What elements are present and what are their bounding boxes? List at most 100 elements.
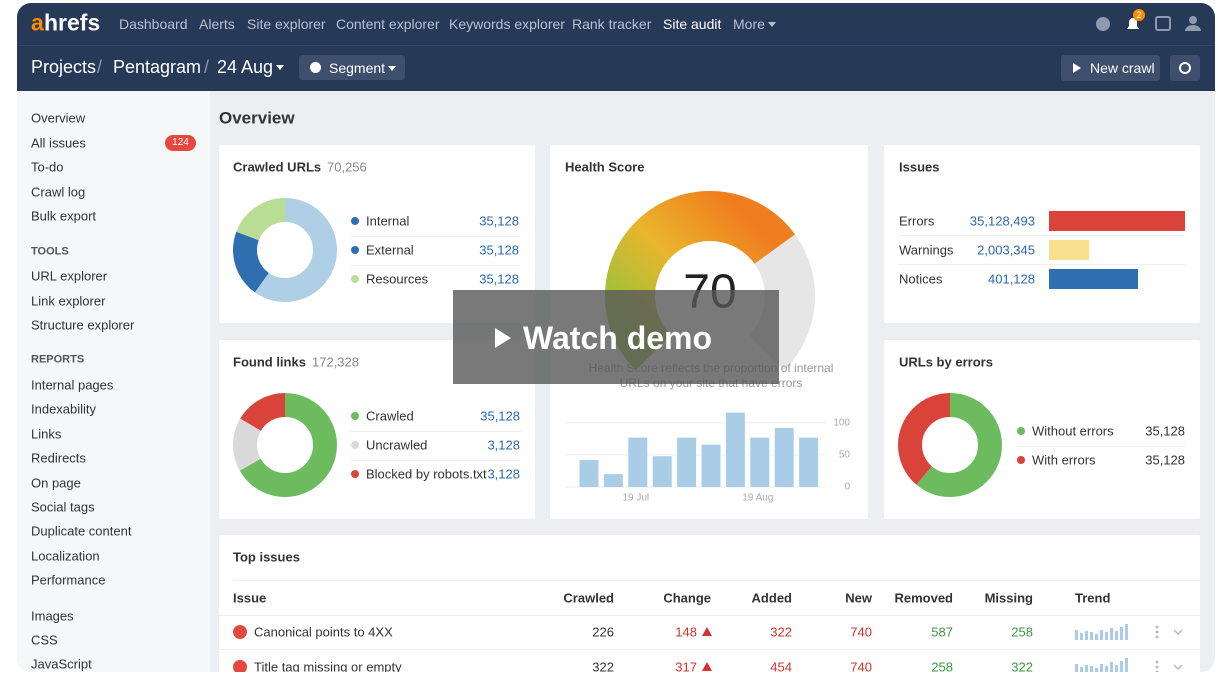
legend-value: 35,128: [479, 271, 519, 287]
sidebar-item[interactable]: Bulk export: [31, 208, 97, 224]
new-crawl-label[interactable]: New crawl: [1090, 60, 1155, 76]
legend-dot: [351, 412, 359, 420]
sidebar-item[interactable]: Crawl log: [31, 184, 86, 199]
segment-label[interactable]: Segment: [329, 60, 386, 76]
legend-value: 3,128: [487, 437, 520, 453]
sidebar-item[interactable]: To-do: [31, 159, 64, 175]
nav-item[interactable]: Content explorer: [336, 16, 440, 32]
notification-badge: 2: [1133, 9, 1145, 21]
nav-item[interactable]: Keywords explorer: [449, 16, 565, 32]
cell: 322: [770, 624, 792, 640]
x-tick-label: 19 Aug: [742, 493, 773, 504]
legend-value: 35,128: [1145, 423, 1185, 439]
watch-demo[interactable]: Watch demo: [523, 320, 713, 356]
nav-item[interactable]: More: [733, 16, 765, 32]
column-header: Added: [751, 590, 792, 606]
sidebar-item[interactable]: All issues: [31, 135, 86, 150]
y-tick-label: 100: [833, 417, 850, 428]
bar: [701, 444, 721, 487]
row-divider: [350, 264, 520, 266]
legend-label: Uncrawled: [366, 437, 428, 453]
cell: 226: [592, 624, 614, 640]
row-divider: [899, 235, 1185, 236]
sidebar-item[interactable]: CSS: [31, 632, 58, 648]
legend-label: With errors: [1032, 452, 1096, 468]
sidebar-item[interactable]: JavaScript: [31, 656, 92, 672]
legend-value: 35,128: [479, 213, 519, 229]
sidebar-item[interactable]: Overview: [31, 110, 86, 126]
bar: [725, 412, 745, 487]
sidebar-item[interactable]: URL explorer: [31, 268, 108, 284]
sidebar-item[interactable]: Structure explorer: [31, 317, 135, 333]
sidebar-item[interactable]: Images: [31, 608, 74, 624]
issue-value: 35,128,493: [969, 213, 1035, 229]
caret: [768, 22, 776, 27]
up-triangle: [702, 662, 712, 671]
legend-dot: [351, 470, 359, 478]
breadcrumb[interactable]: 24 Aug: [217, 57, 274, 77]
legend-label: Without errors: [1032, 423, 1114, 439]
bar: [799, 437, 819, 487]
row-divider: [350, 430, 521, 432]
error-icon: [233, 660, 247, 672]
row-divider: [1016, 445, 1186, 447]
nav-item[interactable]: Dashboard: [119, 16, 188, 32]
page-title: Overview: [219, 108, 295, 128]
sidebar-item[interactable]: Indexability: [31, 401, 97, 417]
sidebar-item[interactable]: Link explorer: [31, 293, 106, 308]
sidebar-item[interactable]: Social tags: [31, 499, 95, 515]
bar: [750, 437, 770, 487]
sidebar-item[interactable]: Performance: [31, 572, 106, 588]
issue-name[interactable]: Canonical points to 4XX: [254, 624, 393, 640]
cell: 740: [850, 659, 872, 675]
y-tick-label: 0: [844, 482, 850, 493]
legend-label: Resources: [366, 271, 429, 287]
bar: [579, 460, 599, 487]
pie-icon: [310, 62, 321, 73]
bar: [677, 437, 697, 487]
breadcrumb: /: [97, 57, 103, 77]
legend-label: Blocked by robots.txt: [366, 466, 487, 482]
legend-dot: [351, 246, 359, 254]
column-header: Trend: [1075, 590, 1111, 606]
issue-value: 2,003,345: [977, 242, 1035, 258]
nav-item[interactable]: Site audit: [663, 16, 722, 32]
up-triangle: [702, 627, 712, 636]
bar: [774, 427, 794, 487]
sidebar-item[interactable]: Internal pages: [31, 377, 114, 393]
legend-value: 3,128: [487, 466, 520, 482]
nav-item[interactable]: Site explorer: [247, 16, 326, 32]
header-divider: [17, 45, 1215, 46]
legend-value: 35,128: [1145, 452, 1185, 468]
y-tick-label: 50: [839, 450, 851, 461]
card-title: Crawled URLs: [233, 159, 322, 175]
sidebar-item[interactable]: On page: [31, 475, 81, 491]
nav-item[interactable]: Alerts: [199, 16, 235, 32]
card-total: 172,328: [312, 354, 359, 370]
card-title: Issues: [899, 159, 940, 175]
card-title: Found links: [233, 354, 306, 370]
column-header: New: [845, 590, 872, 606]
row-divider: [899, 264, 1185, 265]
issue-label: Errors: [899, 213, 935, 229]
sidebar-item[interactable]: Duplicate content: [31, 523, 132, 539]
cell: 148: [675, 624, 697, 640]
cell: 258: [931, 659, 953, 675]
cell: 454: [770, 659, 792, 675]
header-icons: [1096, 16, 1201, 31]
issue-name[interactable]: Title tag missing or empty: [254, 659, 402, 675]
sidebar-item[interactable]: Links: [31, 426, 62, 442]
legend-value: 35,128: [479, 242, 519, 258]
breadcrumb[interactable]: Projects: [31, 57, 97, 77]
sidebar-item[interactable]: Redirects: [31, 450, 86, 466]
card-total: 70,256: [327, 159, 367, 175]
logo-a: a: [31, 9, 44, 36]
sidebar-heading: TOOLS: [31, 245, 69, 258]
nav-item[interactable]: Rank tracker: [572, 16, 652, 32]
breadcrumb[interactable]: Pentagram: [113, 57, 202, 77]
sidebar-item[interactable]: Localization: [31, 548, 100, 564]
legend-dot: [351, 441, 359, 449]
issue-value: 401,128: [988, 271, 1035, 287]
